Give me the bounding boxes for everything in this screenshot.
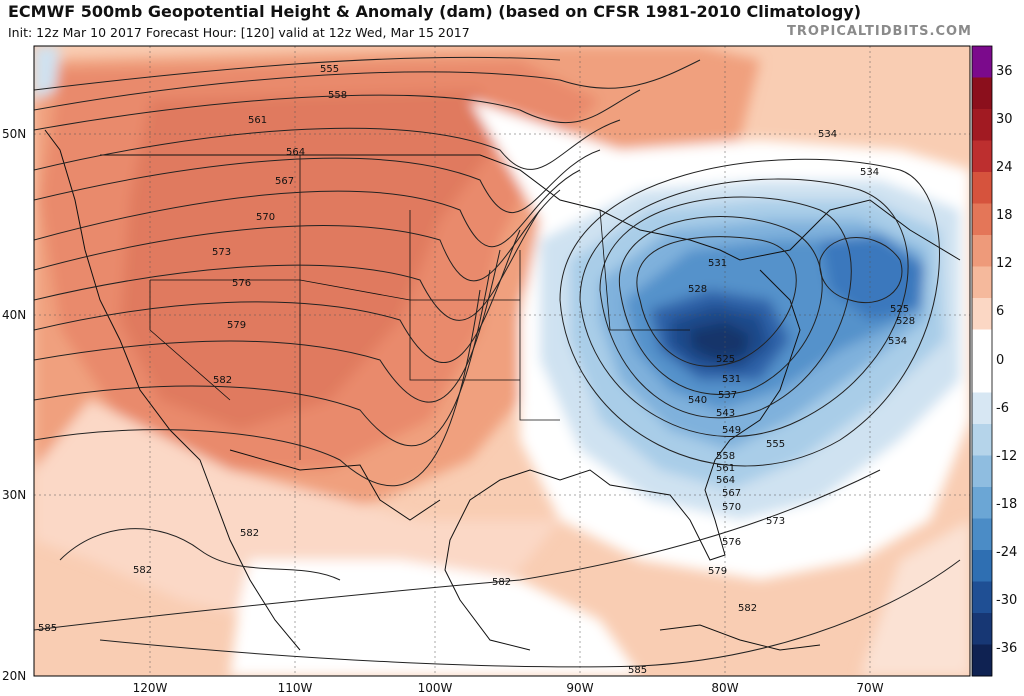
contour-label: 573	[766, 516, 785, 527]
contour-label: 582	[133, 565, 152, 576]
colorbar-tick: 24	[996, 160, 1013, 175]
colorbar-tick: -18	[996, 497, 1017, 512]
contour-label: 582	[240, 528, 259, 539]
contour-label: 531	[708, 258, 727, 269]
lon-label: 80W	[711, 681, 738, 695]
colorbar-segment	[972, 455, 992, 488]
contour-label: 528	[896, 316, 915, 327]
colorbar-segment	[972, 203, 992, 236]
lat-label: 50N	[2, 127, 26, 141]
contour-label: 540	[688, 395, 707, 406]
lat-label: 40N	[2, 308, 26, 322]
contour-label: 531	[722, 374, 741, 385]
contour-label: 528	[688, 284, 707, 295]
graticule	[34, 46, 970, 676]
contour-label: 582	[213, 375, 232, 386]
colorbar-tick: 36	[996, 64, 1013, 79]
contour-labels: 555 558 561 564 567 570 573 576 579 582 …	[38, 64, 915, 676]
colorbar-tick: -12	[996, 449, 1017, 464]
init-valid-info: Init: 12z Mar 10 2017 Forecast Hour: [12…	[8, 25, 470, 40]
colorbar-segment	[972, 581, 992, 614]
colorbar-segment	[972, 550, 992, 582]
contour-label: 585	[38, 623, 57, 634]
lon-label: 100W	[418, 681, 453, 695]
colorbar-tick: 12	[996, 256, 1013, 271]
map-title: ECMWF 500mb Geopotential Height & Anomal…	[8, 2, 862, 21]
colorbar-ticks: 36 30 24 18 12 6 0 -6 -12 -18 -24 -30 -3…	[996, 64, 1017, 656]
colorbar-segment	[972, 77, 992, 110]
contour-label: 525	[716, 354, 735, 365]
anomaly-shading	[34, 46, 970, 676]
contour-label: 567	[275, 176, 294, 187]
colorbar-tick: 30	[996, 112, 1013, 127]
contour-label: 549	[722, 425, 741, 436]
lon-label: 90W	[566, 681, 593, 695]
lon-label: 110W	[278, 681, 313, 695]
contour-label: 534	[860, 167, 879, 178]
colorbar-tick: -24	[996, 545, 1017, 560]
contour-label: 561	[716, 463, 735, 474]
colorbar-tick: -6	[996, 401, 1009, 416]
contour-label: 582	[738, 603, 757, 614]
colorbar-segment	[972, 298, 992, 330]
colorbar-tick: 18	[996, 208, 1013, 223]
colorbar-segment	[972, 487, 992, 519]
contour-label: 558	[716, 451, 735, 462]
contour-label: 534	[818, 129, 837, 140]
colorbar-segment	[972, 46, 992, 78]
colorbar-segment	[972, 266, 992, 299]
colorbar-segment	[972, 392, 992, 425]
lat-label: 30N	[2, 488, 26, 502]
lon-label: 70W	[856, 681, 883, 695]
contour-label: 537	[718, 390, 737, 401]
contour-label: 567	[722, 488, 741, 499]
colorbar	[971, 45, 993, 677]
colorbar-frame	[971, 45, 993, 677]
contour-label: 576	[722, 537, 741, 548]
colorbar-segment	[972, 361, 992, 393]
site-watermark: TROPICALTIDBITS.COM	[787, 24, 972, 39]
colorbar-segment	[972, 109, 992, 141]
contour-label: 564	[286, 147, 305, 158]
lat-label: 20N	[2, 669, 26, 683]
map-frame	[33, 45, 971, 677]
lon-label: 120W	[133, 681, 168, 695]
colorbar-segment	[972, 424, 992, 456]
colorbar-segment	[972, 235, 992, 267]
contour-label: 555	[320, 64, 339, 75]
contour-label: 582	[492, 577, 511, 588]
colorbar-tick: 6	[996, 304, 1004, 319]
colorbar-tick: -30	[996, 593, 1017, 608]
coastlines	[44, 129, 961, 651]
contour-label: 543	[716, 408, 735, 419]
colorbar-segment	[972, 140, 992, 173]
contour-label: 525	[890, 304, 909, 315]
contour-label: 579	[227, 320, 246, 331]
contour-label: 534	[888, 336, 907, 347]
colorbar-tick: 0	[996, 353, 1004, 368]
contour-label: 579	[708, 566, 727, 577]
contour-label: 570	[256, 212, 275, 223]
height-contours	[34, 56, 961, 668]
contour-label: 564	[716, 475, 735, 486]
colorbar-segment	[972, 613, 992, 645]
contour-label: 561	[248, 115, 267, 126]
contour-label: 576	[232, 278, 251, 289]
contour-label: 585	[628, 665, 647, 676]
colorbar-segment	[972, 644, 992, 677]
colorbar-segment	[972, 172, 992, 204]
contour-label: 555	[766, 439, 785, 450]
colorbar-segment	[972, 329, 992, 362]
contour-label: 573	[212, 247, 231, 258]
colorbar-tick: -36	[996, 641, 1017, 656]
contour-label: 570	[722, 502, 741, 513]
colorbar-segment	[972, 518, 992, 551]
contour-label: 558	[328, 90, 347, 101]
